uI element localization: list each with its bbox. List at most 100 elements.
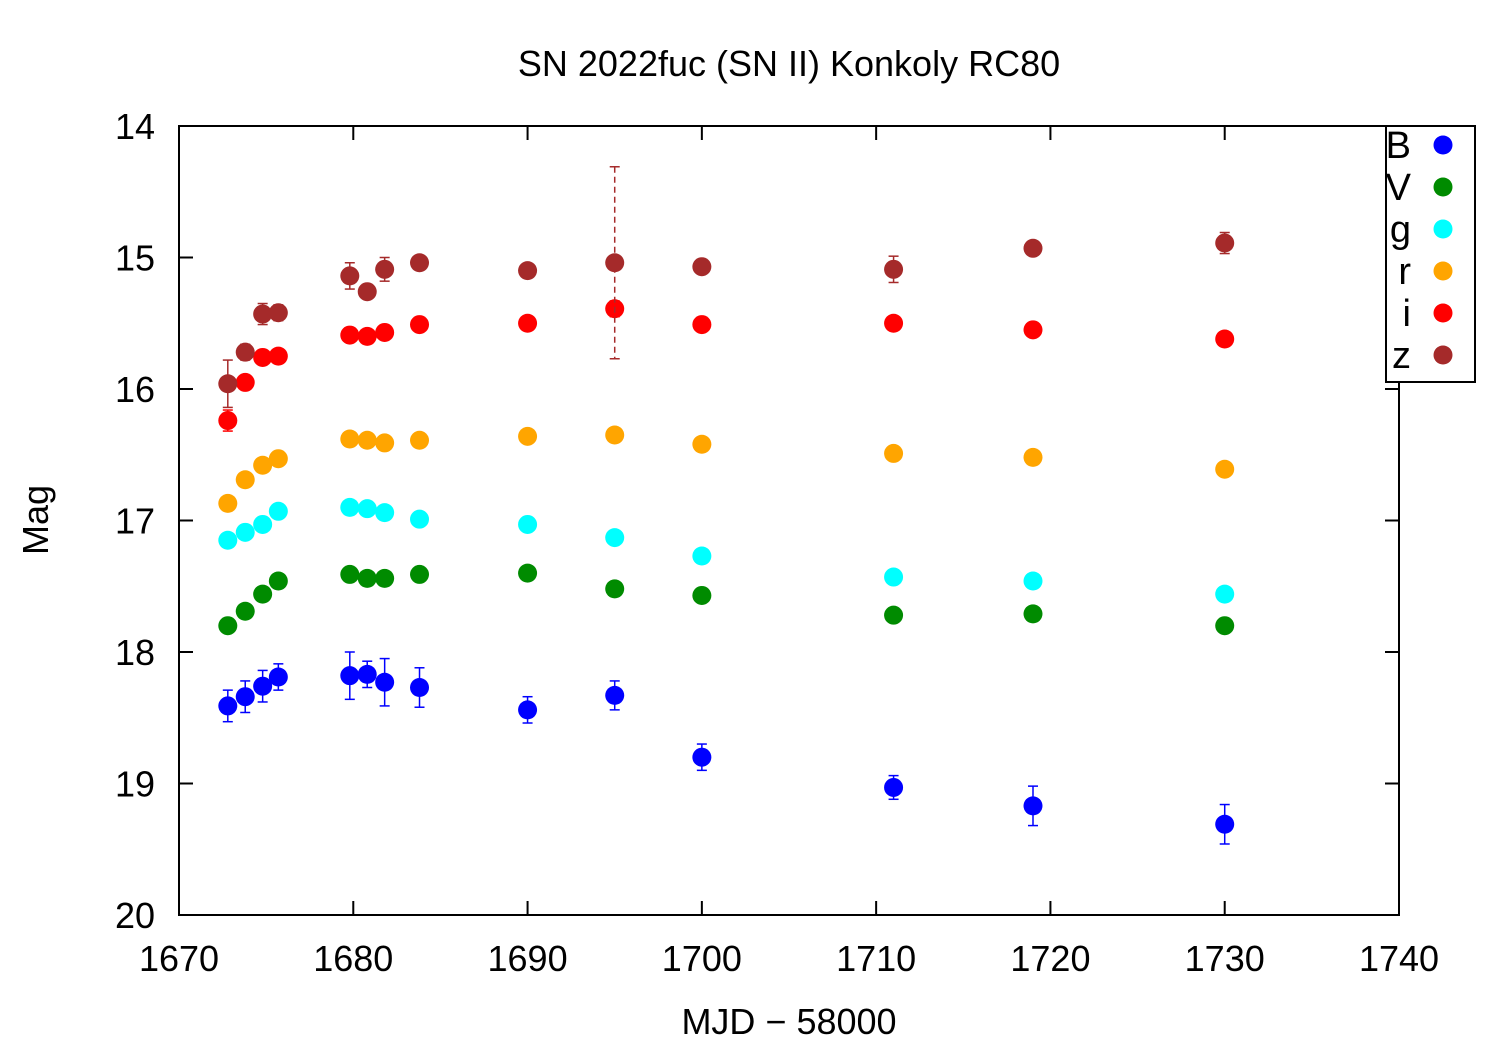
data-point-i <box>253 347 273 367</box>
x-tick-label: 1680 <box>313 938 393 979</box>
x-tick-label: 1700 <box>662 938 742 979</box>
data-point-z <box>692 257 712 277</box>
data-point-z <box>357 282 377 302</box>
data-point-r <box>357 430 377 450</box>
data-point-B <box>218 696 238 716</box>
chart-title: SN 2022fuc (SN II) Konkoly RC80 <box>518 43 1060 84</box>
x-tick-label: 1710 <box>836 938 916 979</box>
legend-marker-z <box>1433 345 1453 365</box>
data-point-B <box>375 672 395 692</box>
series-i <box>218 299 1235 432</box>
x-tick-label: 1720 <box>1010 938 1090 979</box>
data-point-z <box>605 253 625 273</box>
data-point-r <box>235 470 255 490</box>
legend-label-z: z <box>1392 335 1411 377</box>
data-point-z <box>253 304 273 324</box>
data-point-i <box>357 326 377 346</box>
data-point-g <box>340 497 360 517</box>
data-point-V <box>375 568 395 588</box>
data-point-i <box>692 315 712 335</box>
data-point-i <box>235 372 255 392</box>
y-tick-label: 15 <box>115 238 155 279</box>
data-point-i <box>1215 329 1235 349</box>
data-point-i <box>1023 320 1043 340</box>
data-point-B <box>884 777 904 797</box>
y-axis-title: Mag <box>15 485 56 555</box>
data-point-g <box>1023 571 1043 591</box>
y-tick-label: 20 <box>115 895 155 936</box>
data-point-r <box>1023 447 1043 467</box>
legend-label-B: B <box>1386 125 1411 167</box>
data-point-r <box>692 434 712 454</box>
legend-label-i: i <box>1403 293 1411 335</box>
data-point-V <box>1023 604 1043 624</box>
series-z <box>218 166 1235 409</box>
data-point-g <box>218 530 238 550</box>
data-point-g <box>605 528 625 548</box>
legend-label-g: g <box>1390 209 1411 251</box>
y-tick-label: 18 <box>115 632 155 673</box>
legend-marker-B <box>1433 135 1453 155</box>
y-tick-label: 14 <box>115 106 155 147</box>
data-point-B <box>1023 796 1043 816</box>
data-point-i <box>340 325 360 345</box>
data-point-r <box>1215 459 1235 479</box>
data-point-V <box>1215 616 1235 636</box>
x-axis-title: MJD − 58000 <box>681 1001 896 1042</box>
data-point-B <box>692 747 712 767</box>
data-point-i <box>518 313 538 333</box>
series-V <box>218 563 1235 636</box>
data-point-V <box>605 579 625 599</box>
data-point-B <box>340 666 360 686</box>
data-point-V <box>235 601 255 621</box>
data-point-z <box>518 261 538 281</box>
data-point-r <box>340 429 360 449</box>
data-point-g <box>268 501 288 521</box>
legend-marker-r <box>1433 261 1453 281</box>
data-point-r <box>253 455 273 475</box>
data-point-z <box>1215 233 1235 253</box>
data-point-g <box>1215 584 1235 604</box>
data-point-g <box>410 509 430 529</box>
data-point-g <box>357 499 377 519</box>
data-point-g <box>884 567 904 587</box>
data-point-V <box>410 564 430 584</box>
legend-marker-V <box>1433 177 1453 197</box>
data-point-z <box>884 259 904 279</box>
data-point-i <box>268 346 288 366</box>
legend-label-V: V <box>1386 167 1412 209</box>
data-point-z <box>410 253 430 273</box>
data-point-i <box>375 322 395 342</box>
data-point-r <box>410 430 430 450</box>
data-point-g <box>692 546 712 566</box>
data-point-V <box>340 564 360 584</box>
data-point-V <box>884 605 904 625</box>
data-point-V <box>518 563 538 583</box>
data-point-V <box>357 568 377 588</box>
plot-layer: 1670 1680 1690 1700 1710 1720 1730 174014151617… <box>115 106 1476 979</box>
data-point-g <box>518 514 538 534</box>
legend-marker-g <box>1433 219 1453 239</box>
data-point-i <box>218 411 238 431</box>
data-point-r <box>884 443 904 463</box>
data-point-B <box>235 687 255 707</box>
legend-marker-i <box>1433 303 1453 323</box>
data-point-B <box>268 667 288 687</box>
data-point-g <box>375 503 395 523</box>
data-point-B <box>605 685 625 705</box>
legend-box <box>1385 125 1476 383</box>
data-point-V <box>692 585 712 605</box>
data-point-V <box>268 571 288 591</box>
data-point-B <box>518 700 538 720</box>
data-point-B <box>410 678 430 698</box>
y-tick-label: 16 <box>115 369 155 410</box>
x-tick-label: 1690 <box>488 938 568 979</box>
data-point-g <box>253 514 273 534</box>
data-point-z <box>375 259 395 279</box>
x-tick-label: 1670 <box>139 938 219 979</box>
data-point-i <box>410 315 430 335</box>
data-point-z <box>1023 238 1043 258</box>
